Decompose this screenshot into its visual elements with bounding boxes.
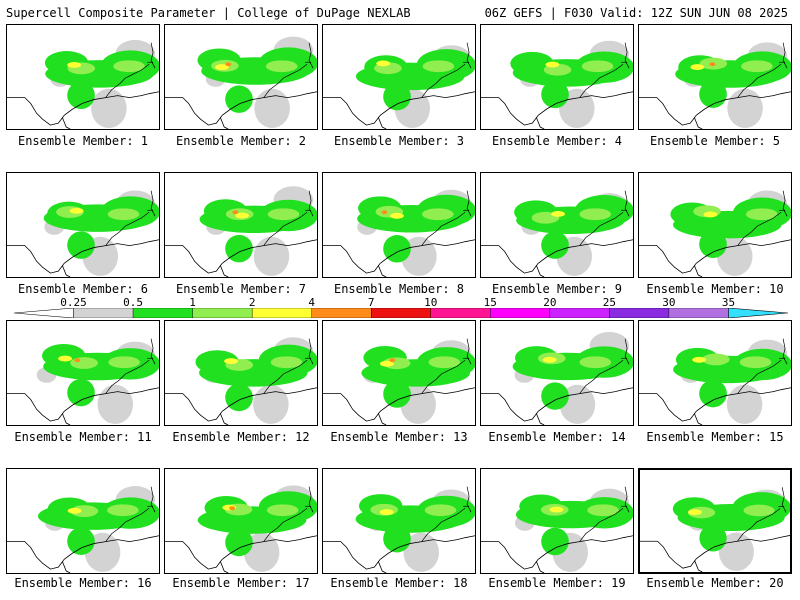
ensemble-panel-4[interactable] [480,24,634,130]
ensemble-panel-3[interactable] [322,24,476,130]
legend-tick-label: 25 [602,296,616,309]
legend-tick-label: 35 [721,296,736,309]
ensemble-panel-2[interactable] [164,24,318,130]
legend-swatch [73,308,134,318]
ensemble-panel-label: Ensemble Member: 1 [17,134,149,148]
legend-tick-label: 30 [662,296,676,309]
legend-swatch [311,308,372,318]
ensemble-panel-18[interactable] [322,468,476,574]
legend-tick-label: 1 [189,296,196,309]
legend-tick-label: 0.25 [60,296,87,309]
legend-tick-label: 2 [248,296,256,309]
legend-swatch [192,308,253,318]
ensemble-panel-20[interactable] [638,468,792,574]
ensemble-panel-label: Ensemble Member: 5 [649,134,781,148]
ensemble-panel-label: Ensemble Member: 7 [175,282,307,296]
legend-swatch [609,308,670,318]
ensemble-panel-label: Ensemble Member: 18 [330,576,468,590]
legend-swatch [668,308,729,318]
legend-swatch [132,308,193,318]
ensemble-panel-label: Ensemble Member: 9 [491,282,623,296]
legend-swatch [490,308,551,318]
ensemble-panel-19[interactable] [480,468,634,574]
ensemble-panel-12[interactable] [164,320,318,426]
ensemble-panel-10[interactable] [638,172,792,278]
legend-swatch [549,308,610,318]
valid-time: 06Z GEFS | F030 Valid: 12Z SUN JUN 08 20… [484,6,788,20]
ensemble-panel-label: Ensemble Member: 16 [14,576,152,590]
ensemble-panel-label: Ensemble Member: 11 [14,430,152,444]
map-title: Supercell Composite Parameter | College … [6,6,411,20]
ensemble-panel-13[interactable] [322,320,476,426]
ensemble-panel-label: Ensemble Member: 17 [172,576,310,590]
ensemble-panel-label: Ensemble Member: 10 [646,282,784,296]
ensemble-panel-14[interactable] [480,320,634,426]
legend-swatch [371,308,431,318]
legend-tick-label: 10 [424,296,438,309]
legend-tick-label: 7 [367,296,375,309]
ensemble-panel-label: Ensemble Member: 6 [17,282,149,296]
ensemble-panel-label: Ensemble Member: 12 [172,430,310,444]
legend-swatch [430,308,491,318]
legend-swatch [251,308,312,318]
legend-right-arrow [728,308,788,318]
ensemble-panel-1[interactable] [6,24,160,130]
legend-tick-label: 20 [543,296,557,309]
ensemble-panel-11[interactable] [6,320,160,426]
ensemble-panel-label: Ensemble Member: 20 [646,576,784,590]
color-legend-bar [14,308,788,318]
legend-tick-label: 15 [483,296,497,309]
ensemble-panel-17[interactable] [164,468,318,574]
ensemble-panel-9[interactable] [480,172,634,278]
ensemble-panel-label: Ensemble Member: 3 [333,134,465,148]
ensemble-panel-label: Ensemble Member: 13 [330,430,468,444]
legend-tick-label: 4 [308,296,315,309]
ensemble-panel-label: Ensemble Member: 2 [175,134,307,148]
ensemble-panel-label: Ensemble Member: 19 [488,576,626,590]
legend-left-arrow [14,308,74,318]
ensemble-panel-label: Ensemble Member: 15 [646,430,784,444]
ensemble-panel-label: Ensemble Member: 4 [491,134,623,148]
ensemble-panel-label: Ensemble Member: 14 [488,430,626,444]
ensemble-panel-5[interactable] [638,24,792,130]
ensemble-panel-7[interactable] [164,172,318,278]
legend-tick-label: 0.5 [123,296,143,309]
ensemble-panel-8[interactable] [322,172,476,278]
ensemble-panel-16[interactable] [6,468,160,574]
ensemble-panel-15[interactable] [638,320,792,426]
ensemble-panel-label: Ensemble Member: 8 [333,282,465,296]
ensemble-panel-6[interactable] [6,172,160,278]
